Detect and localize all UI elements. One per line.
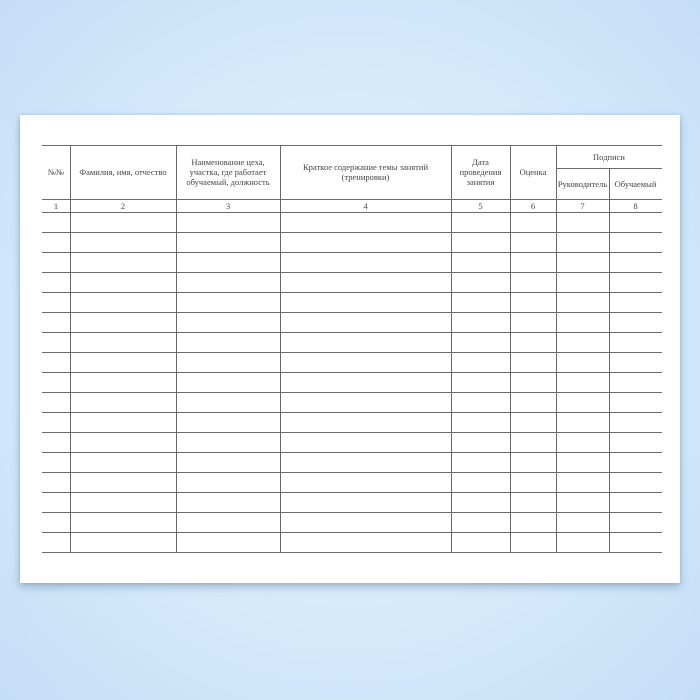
column-number: 5 [478,200,483,211]
column-rule [609,168,610,552]
column-header: Наименование цеха, участка, где работает… [186,157,270,187]
row-rule [42,552,662,553]
column-number: 6 [530,200,536,211]
row-rule [42,272,662,273]
table-rule [42,199,662,200]
row-rule [42,432,662,433]
row-rule [42,392,662,393]
row-rule [42,492,662,493]
column-rule [176,145,177,552]
column-header: Фамилия, имя, отчество [79,167,167,177]
row-rule [42,472,662,473]
row-rule [42,512,662,513]
row-rule [42,372,662,373]
row-rule [42,252,662,253]
column-number: 3 [225,200,231,211]
row-rule [42,232,662,233]
row-rule [42,332,662,333]
column-header: №№ [47,167,65,177]
row-rule [42,532,662,533]
signature-subheader: Руководитель [557,178,608,189]
signature-subheader: Обучаемый [614,178,657,189]
row-rule [42,352,662,353]
table-rule [42,145,662,146]
column-rule [451,145,452,552]
column-rule [510,145,511,552]
column-number: 2 [120,200,126,211]
table-rule [42,212,662,213]
row-rule [42,292,662,293]
column-number: 1 [53,200,59,211]
row-rule [42,312,662,313]
row-rule [42,452,662,453]
column-header: Оценка [519,167,547,177]
column-number: 8 [633,200,638,211]
column-number: 7 [580,200,585,211]
column-header: Дата проведения занятия [459,157,502,187]
column-rule [280,145,281,552]
column-rule [556,145,557,552]
journal-page [20,115,680,583]
row-rule [42,412,662,413]
column-rule [70,145,71,552]
column-number: 4 [363,200,368,211]
column-header: Краткое содержание темы занятий (трениро… [302,162,428,182]
signatures-header: Подписи [593,151,625,162]
